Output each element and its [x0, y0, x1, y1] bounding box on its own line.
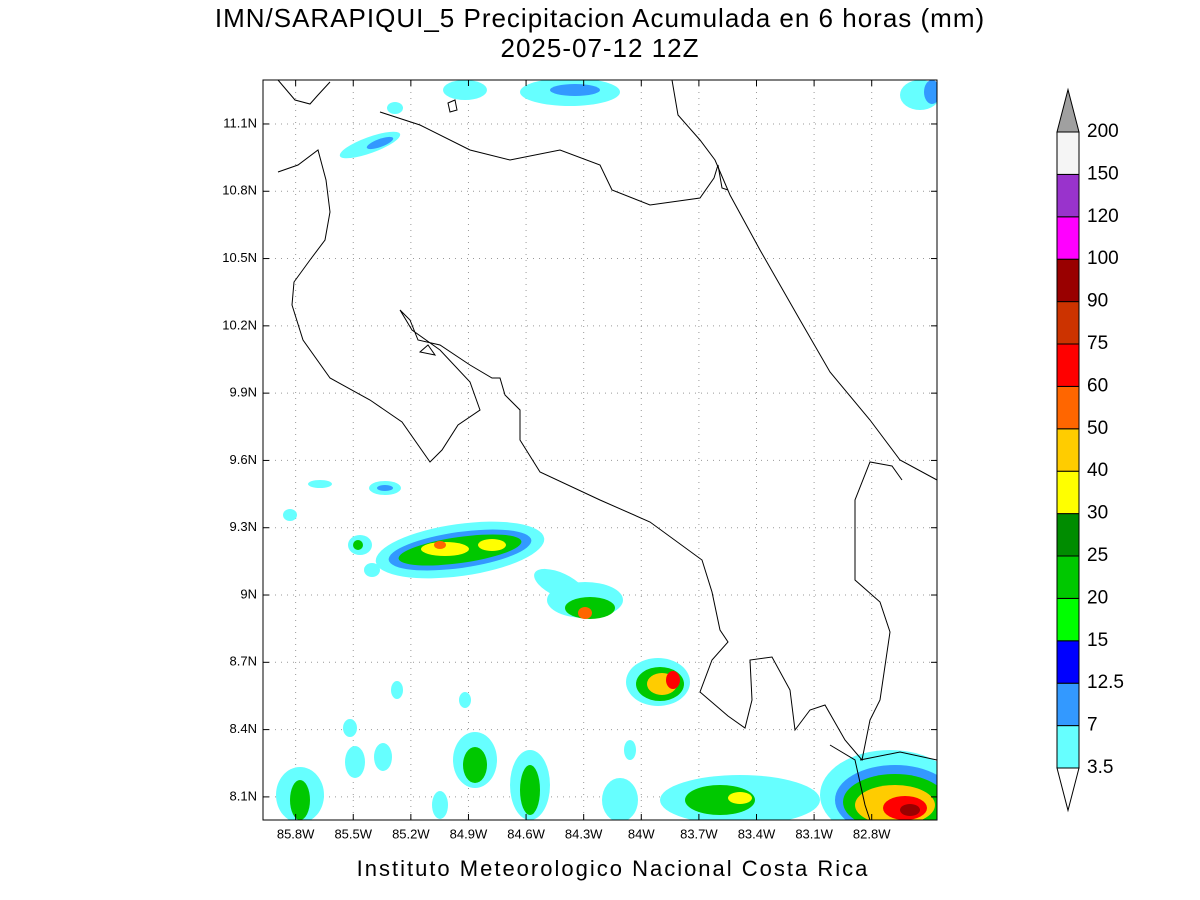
x-tick-label: 84.3W [565, 826, 603, 841]
y-tick-label: 10.8N [222, 183, 257, 198]
x-tick-label: 83.7W [680, 826, 718, 841]
footer: Instituto Meteorologico Nacional Costa R… [357, 856, 870, 881]
x-tick-label: 83.1W [795, 826, 833, 841]
colorbar-label: 75 [1087, 333, 1108, 354]
colorbar-label: 3.5 [1087, 757, 1113, 778]
colorbar-label: 40 [1087, 460, 1108, 481]
y-tick-label: 9.6N [230, 452, 257, 467]
colorbar-label: 30 [1087, 503, 1108, 524]
map-frame [262, 79, 938, 821]
colorbar-band [1056, 131, 1080, 175]
colorbar-label: 200 [1087, 121, 1119, 142]
y-tick-label: 10.2N [222, 317, 257, 332]
title: IMN/SARAPIQUI_5 Precipitacion Acumulada … [215, 3, 985, 33]
x-tick-label: 82.8W [853, 826, 891, 841]
colorbar-band [1056, 555, 1080, 599]
axis-ticks: 85.8W 85.5W 85.2W 84.9W 84.6W 84.3W 84W 83.7W 83… [222, 80, 937, 841]
colorbar-band [1056, 597, 1080, 642]
colorbar-band [1056, 428, 1080, 472]
colorbar-label: 50 [1087, 418, 1108, 439]
y-tick-label: 9N [240, 586, 257, 601]
y-tick-label: 8.1N [230, 788, 257, 803]
colorbar-label: 60 [1087, 375, 1108, 396]
colorbar-label: 90 [1087, 291, 1108, 312]
colorbar-label: 150 [1087, 163, 1119, 184]
x-tick-label: 85.2W [392, 826, 430, 841]
colorbar-label: 120 [1087, 206, 1119, 227]
y-tick-label: 10.5N [222, 250, 257, 265]
colorbar-band [1056, 173, 1080, 218]
subtitle: 2025-07-12 12Z [500, 33, 699, 63]
colorbar-band [1056, 258, 1080, 303]
grid [263, 80, 937, 820]
x-tick-label: 85.5W [334, 826, 372, 841]
x-tick-label: 84W [628, 826, 655, 841]
colorbar-label: 7 [1087, 715, 1098, 736]
coastline [277, 80, 937, 820]
precipitation [276, 80, 937, 820]
x-tick-label: 83.4W [738, 826, 776, 841]
y-tick-label: 9.3N [230, 519, 257, 534]
y-tick-label: 8.7N [230, 654, 257, 669]
colorbar-band [1056, 301, 1080, 345]
colorbar-band [1056, 216, 1080, 260]
colorbar-band [1056, 682, 1080, 727]
colorbar-band [1056, 385, 1080, 430]
colorbar-label: 20 [1087, 587, 1108, 608]
colorbar-band [1056, 343, 1080, 387]
colorbar-band [1056, 640, 1080, 684]
y-tick-label: 9.9N [230, 385, 257, 400]
x-tick-label: 84.6W [507, 826, 545, 841]
colorbar-band [1056, 470, 1080, 515]
colorbar-over [1056, 87, 1080, 133]
colorbar-label: 15 [1087, 630, 1108, 651]
y-tick-label: 11.1N [223, 115, 257, 130]
x-tick-label: 84.9W [450, 826, 488, 841]
x-tick-label: 85.8W [277, 826, 315, 841]
colorbar-band [1056, 725, 1080, 769]
colorbar-under [1056, 767, 1080, 813]
colorbar-label: 100 [1087, 248, 1119, 269]
colorbar-label: 12.5 [1087, 672, 1124, 693]
colorbar-band [1056, 513, 1080, 557]
y-tick-label: 8.4N [230, 721, 257, 736]
colorbar-label: 25 [1087, 545, 1108, 566]
colorbar: 3.5 7 12.5 15 20 25 30 40 50 60 75 90 100 120 150 200 [1056, 87, 1124, 813]
